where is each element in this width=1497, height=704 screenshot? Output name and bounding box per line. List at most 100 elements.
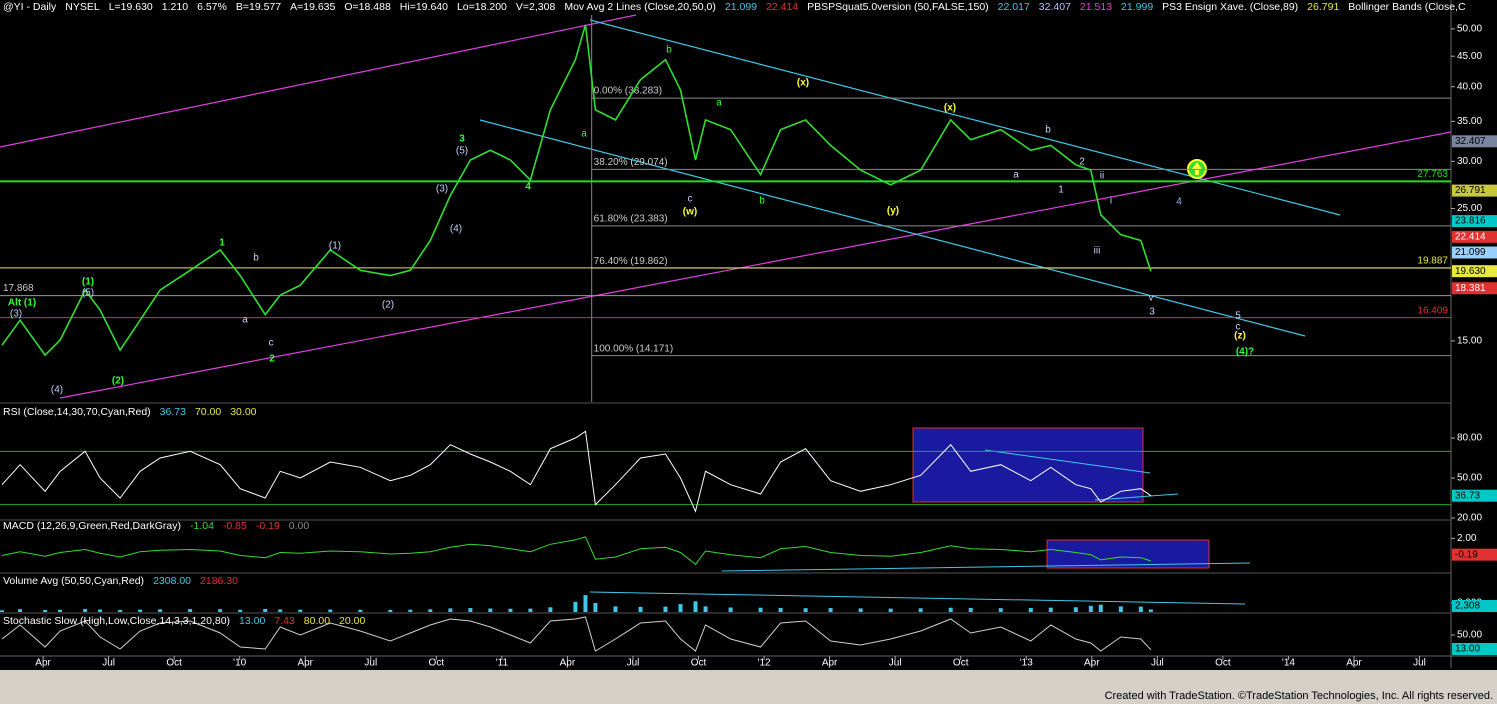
x-tick-label: Jul — [364, 658, 377, 669]
header-item: A=19.635 — [290, 1, 336, 13]
volume-bar — [803, 608, 808, 612]
volume-bar — [528, 608, 533, 612]
level-label: 19.887 — [1417, 255, 1448, 266]
wave-label: c — [1236, 322, 1241, 333]
x-tick-label: Apr — [560, 658, 576, 669]
y-tick-label: 35.00 — [1457, 116, 1482, 127]
y-tick-label: 25.00 — [1457, 203, 1482, 214]
trend-line — [984, 449, 1151, 474]
header-item: 21.099 — [724, 1, 758, 13]
wave-label: 1 — [1058, 185, 1064, 196]
trend-line — [1094, 493, 1179, 501]
header-item: 1.210 — [161, 1, 189, 13]
wave-label: i — [1110, 196, 1112, 207]
header-item: MACD (12,26,9,Green,Red,DarkGray) — [3, 520, 181, 532]
header-item: 21.513 — [1079, 1, 1113, 13]
current-value-box — [1452, 643, 1497, 655]
header-item: 30.00 — [230, 406, 257, 418]
wave-label: 3 — [459, 134, 465, 145]
wave-label: (3) — [436, 184, 448, 195]
x-tick-label: '11 — [496, 658, 509, 669]
x-tick-label: Oct — [1215, 658, 1231, 669]
price-marker — [1452, 230, 1497, 243]
y-tick-label: 50.00 — [1457, 630, 1482, 641]
volume-bar — [948, 607, 953, 612]
volume-bar — [408, 609, 413, 612]
header-item: 21.999 — [1121, 1, 1154, 13]
indicator-line — [1, 616, 1152, 652]
wave-label: a — [1013, 170, 1019, 181]
volume-bar — [1118, 606, 1123, 612]
volume-bar — [1088, 605, 1093, 612]
y-tick-label: 15.00 — [1457, 336, 1482, 347]
volume-bar — [238, 609, 243, 612]
wave-label: 2 — [269, 354, 275, 365]
wave-label: Alt (1) — [8, 298, 36, 309]
channel-line — [589, 19, 1341, 216]
x-tick-label: Oct — [429, 658, 445, 669]
x-tick-label: Jul — [1151, 658, 1164, 669]
y-tick-label: 45.00 — [1457, 51, 1482, 62]
trend-line — [0, 14, 637, 148]
x-tick-label: Oct — [691, 658, 707, 669]
wave-label: (w) — [683, 207, 697, 218]
wave-label: c — [688, 194, 693, 205]
volume-bar — [98, 609, 103, 612]
wave-label: c — [269, 338, 274, 349]
price-marker-label: 18.381 — [1455, 283, 1486, 294]
header-item: 2186.30 — [200, 575, 238, 587]
price-marker-label: 22.414 — [1455, 231, 1486, 242]
volume-bar — [613, 606, 618, 612]
level-label: 17.868 — [3, 283, 34, 294]
header-item: Stochastic Slow (High,Low,Close,14,3,3,1… — [3, 615, 231, 627]
volume-bar — [593, 603, 598, 612]
volume-bar — [1138, 606, 1143, 612]
trend-line — [589, 591, 1246, 605]
price-marker — [1452, 282, 1497, 295]
highlight-box — [1046, 539, 1210, 569]
fib-label: 61.80% (23.383) — [594, 214, 668, 225]
price-marker — [1452, 135, 1497, 148]
volume-bar — [638, 606, 643, 612]
header-item: -1.04 — [189, 520, 214, 532]
y-tick-label: 80.00 — [1457, 433, 1482, 444]
volume-bar — [58, 609, 63, 612]
header-item: 70.00 — [194, 406, 222, 418]
volume-bar — [298, 609, 303, 612]
current-value-box — [1452, 600, 1497, 612]
volume-bar — [998, 608, 1003, 612]
wave-label: 4 — [525, 182, 531, 193]
wave-label: (5) — [82, 288, 94, 299]
wave-label: a — [242, 315, 248, 326]
wave-label: a — [581, 129, 587, 140]
volume-bar — [828, 608, 833, 612]
volume-bar — [328, 609, 333, 612]
header-item: 13.00 — [239, 615, 266, 627]
volume-bar — [1048, 607, 1053, 612]
rsi-header: RSI (Close,14,30,70,Cyan,Red) 36.73 70.00 3… — [3, 406, 266, 418]
wave-label: b — [666, 45, 672, 56]
y-tick-label: 30.00 — [1457, 156, 1482, 167]
wave-label: (4)? — [1236, 347, 1254, 358]
wave-label: (1) — [82, 277, 94, 288]
fib-label: 0.00% (38.283) — [594, 86, 662, 97]
volume-bar — [573, 601, 578, 612]
header-item: B=19.577 — [235, 1, 282, 13]
y-tick-label: 50.00 — [1457, 24, 1482, 35]
volume-bar — [263, 608, 268, 612]
header-item: 20.00 — [339, 615, 366, 627]
volume-bar — [468, 608, 473, 612]
trend-line — [59, 131, 1452, 399]
header-item: NYSEL — [65, 1, 100, 13]
wave-label: (4) — [450, 224, 462, 235]
wave-label: b — [1045, 125, 1051, 136]
x-tick-label: Apr — [297, 658, 313, 669]
volume-bar — [388, 609, 393, 612]
volume-bar — [918, 608, 923, 612]
volume-bar — [18, 609, 23, 612]
header-item: 6.57% — [197, 1, 227, 13]
wave-label: b — [253, 253, 259, 264]
volume-bar — [0, 610, 5, 612]
price-marker — [1452, 215, 1497, 228]
stochastic-header: Stochastic Slow (High,Low,Close,14,3,3,1… — [3, 615, 374, 627]
